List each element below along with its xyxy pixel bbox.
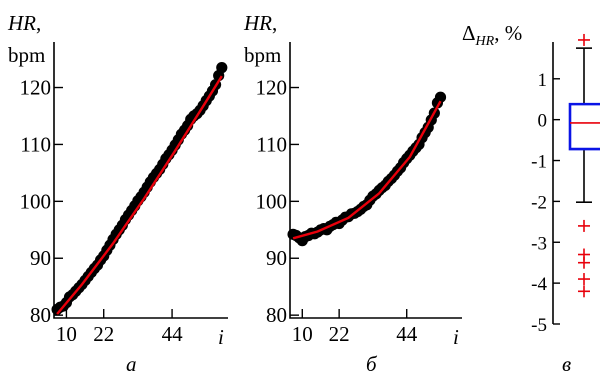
y-tick-label: 90 [30, 246, 51, 270]
y-tick-label: 110 [20, 132, 51, 156]
y-tick-label: -4 [531, 274, 547, 295]
panel-a: HR, bpm 80 90 100 110 120 10 22 44 i а [7, 11, 228, 374]
panel-b-ylabel-unit: bpm [244, 43, 281, 67]
panel-a-x-ticks: 10 22 44 [56, 309, 183, 346]
panel-c-y-ticks: -5 -4 -3 -2 -1 0 1 [531, 70, 560, 336]
y-tick-label: 80 [266, 303, 287, 327]
panel-a-axes [53, 42, 228, 319]
y-tick-label: 1 [538, 70, 548, 91]
panel-a-series [51, 62, 228, 316]
panel-b-ylabel: HR, [243, 11, 277, 35]
y-tick-label: -5 [531, 315, 547, 336]
y-tick-label: 120 [256, 76, 288, 100]
panel-b-label: б [366, 352, 378, 374]
panel-c: ΔHR, % -5 -4 -3 -2 -1 0 1 в [462, 21, 600, 374]
y-tick-label: -2 [531, 192, 547, 213]
x-tick-label: 44 [396, 322, 418, 346]
panel-b-axes [289, 42, 462, 319]
panel-a-ylabel-unit: bpm [8, 43, 45, 67]
panel-b-x-ticks: 10 22 44 [292, 309, 418, 346]
panel-a-y-ticks: 80 90 100 110 120 [20, 76, 63, 327]
data-point [434, 91, 447, 103]
x-tick-label: 22 [93, 322, 114, 346]
panel-a-xlabel: i [218, 325, 224, 349]
panel-b-series [287, 91, 447, 247]
fit-line [56, 75, 223, 315]
y-tick-label: 120 [20, 76, 52, 100]
y-tick-label: 0 [538, 111, 548, 132]
y-tick-label: 80 [30, 303, 51, 327]
panel-b: HR, bpm 80 90 100 110 120 10 22 44 i б [243, 11, 462, 374]
data-point [216, 62, 228, 74]
panel-c-ylabel: ΔHR, % [462, 21, 522, 49]
x-tick-label: 22 [329, 322, 350, 346]
y-tick-label: 100 [20, 189, 52, 213]
y-tick-label: 100 [256, 189, 288, 213]
panel-c-label: в [562, 352, 571, 374]
panel-a-label: а [126, 352, 137, 374]
panel-b-xlabel: i [453, 325, 459, 349]
y-tick-label: 110 [256, 132, 287, 156]
x-tick-label: 10 [56, 322, 77, 346]
panel-c-outliers [578, 33, 590, 298]
panel-b-y-ticks: 80 90 100 110 120 [256, 76, 299, 327]
x-tick-label: 10 [292, 322, 313, 346]
y-tick-label: 90 [266, 246, 287, 270]
fit-line [292, 100, 442, 240]
panel-c-boxplot [568, 47, 600, 204]
y-tick-label: -3 [531, 233, 547, 254]
x-tick-label: 44 [162, 322, 184, 346]
panel-a-ylabel: HR, [7, 11, 41, 35]
box-body [568, 102, 600, 151]
y-tick-label: -1 [531, 152, 547, 173]
